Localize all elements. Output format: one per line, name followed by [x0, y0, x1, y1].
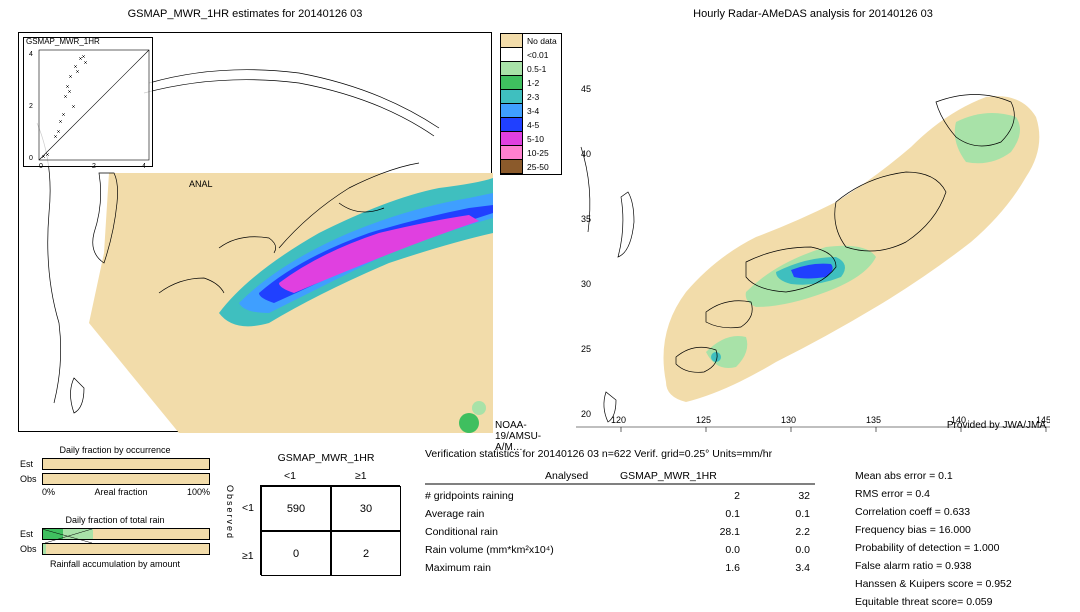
stat-a: 1.6: [660, 562, 740, 574]
col-model: GSMAP_MWR_1HR: [620, 470, 717, 482]
svg-text:45: 45: [581, 84, 591, 94]
svg-text:0: 0: [29, 155, 33, 162]
colorbar-legend: No data <0.01 0.5-1 1-2 2-3 3-4 4-5 5-10…: [500, 33, 562, 175]
svg-text:120: 120: [611, 415, 626, 425]
svg-text:30: 30: [581, 279, 591, 289]
col-lt1: <1: [284, 470, 296, 482]
anal-label: ANAL: [189, 179, 213, 189]
legend-item: 25-50: [523, 162, 549, 172]
right-panel-title: Hourly Radar-AMeDAS analysis for 2014012…: [576, 8, 1050, 20]
fraction-occurrence: Daily fraction by occurrence Est Obs 0% …: [20, 445, 210, 497]
score: Probability of detection = 1.000: [855, 542, 999, 554]
score: False alarm ratio = 0.938: [855, 560, 971, 572]
row-ge1: ≥1: [242, 550, 254, 562]
legend-item: 10-25: [523, 148, 549, 158]
stat-a: 28.1: [660, 526, 740, 538]
legend-item: <0.01: [523, 50, 549, 60]
left-panel-title: GSMAP_MWR_1HR estimates for 20140126 03: [0, 8, 490, 20]
left-map: GSMAP_MWR_1HR 4 2 0 0 2 4: [18, 32, 492, 432]
stats-header: Verification statistics for 20140126 03 …: [425, 448, 772, 460]
svg-text:4: 4: [29, 51, 33, 58]
svg-text:2: 2: [92, 163, 96, 168]
scatter-svg: 4 2 0 0 2 4: [24, 38, 154, 168]
legend-item: 3-4: [523, 106, 539, 116]
svg-text:35: 35: [581, 214, 591, 224]
matrix-cell: 590: [261, 486, 331, 531]
col-ge1: ≥1: [355, 470, 367, 482]
stat-label: Average rain: [425, 508, 660, 520]
svg-text:40: 40: [581, 149, 591, 159]
stat-label: # gridpoints raining: [425, 490, 660, 502]
legend-item: 5-10: [523, 134, 544, 144]
provided-label: Provided by JWA/JMA: [947, 420, 1046, 431]
table-rule: [425, 483, 815, 485]
stat-label: Maximum rain: [425, 562, 660, 574]
svg-text:135: 135: [866, 415, 881, 425]
col-analysed: Analysed: [545, 470, 588, 482]
svg-text:25: 25: [581, 344, 591, 354]
stat-b: 0.0: [740, 544, 810, 556]
obs-label2: Obs: [20, 544, 42, 554]
row-lt1: <1: [242, 502, 254, 514]
right-map-svg: 120125 130135 140145 4540 3530 2520: [576, 32, 1050, 432]
svg-text:2: 2: [29, 103, 33, 110]
axis-100: 100%: [187, 487, 210, 497]
bottom-section: Daily fraction by occurrence Est Obs 0% …: [0, 440, 1080, 610]
matrix-cell: 0: [261, 531, 331, 576]
score: RMS error = 0.4: [855, 488, 930, 500]
legend-item: 2-3: [523, 92, 539, 102]
svg-text:0: 0: [39, 163, 43, 168]
stat-a: 2: [660, 490, 740, 502]
matrix-cell: 2: [331, 531, 401, 576]
matrix-title: GSMAP_MWR_1HR: [248, 452, 404, 464]
stat-b: 3.4: [740, 562, 810, 574]
right-panel: Hourly Radar-AMeDAS analysis for 2014012…: [576, 0, 1076, 435]
axis-0: 0%: [42, 487, 55, 497]
est-label2: Est: [20, 529, 42, 539]
score: Equitable threat score= 0.059: [855, 596, 992, 608]
fraction-total: Daily fraction of total rain Est Obs Rai…: [20, 515, 210, 569]
score: Frequency bias = 16.000: [855, 524, 971, 536]
matrix-cell: 30: [331, 486, 401, 531]
legend-item: No data: [523, 36, 557, 46]
stat-a: 0.0: [660, 544, 740, 556]
axis-mid: Areal fraction: [94, 487, 147, 497]
stat-a: 0.1: [660, 508, 740, 520]
score: Mean abs error = 0.1: [855, 470, 953, 482]
legend-item: 1-2: [523, 78, 539, 88]
left-panel: GSMAP_MWR_1HR estimates for 20140126 03: [0, 0, 560, 435]
total-title: Daily fraction of total rain: [20, 515, 210, 525]
scatter-inset: GSMAP_MWR_1HR 4 2 0 0 2 4: [23, 37, 153, 167]
contingency-matrix: 590 30 0 2: [260, 485, 400, 575]
legend-item: 4-5: [523, 120, 539, 130]
svg-text:130: 130: [781, 415, 796, 425]
inset-title: GSMAP_MWR_1HR: [26, 37, 100, 46]
obs-label: Obs: [20, 474, 42, 484]
stat-label: Rain volume (mm*km²x10⁴): [425, 544, 660, 556]
occ-title: Daily fraction by occurrence: [20, 445, 210, 455]
stat-label: Conditional rain: [425, 526, 660, 538]
svg-text:4: 4: [142, 163, 146, 168]
stat-b: 32: [740, 490, 810, 502]
accum-title: Rainfall accumulation by amount: [20, 559, 210, 569]
right-map: 120125 130135 140145 4540 3530 2520: [576, 32, 1050, 432]
observed-vlabel: Observed: [225, 485, 235, 540]
svg-text:125: 125: [696, 415, 711, 425]
legend-item: 0.5-1: [523, 64, 546, 74]
stat-b: 0.1: [740, 508, 810, 520]
svg-text:20: 20: [581, 409, 591, 419]
stat-b: 2.2: [740, 526, 810, 538]
est-label: Est: [20, 459, 42, 469]
score: Correlation coeff = 0.633: [855, 506, 970, 518]
score: Hanssen & Kuipers score = 0.952: [855, 578, 1012, 590]
